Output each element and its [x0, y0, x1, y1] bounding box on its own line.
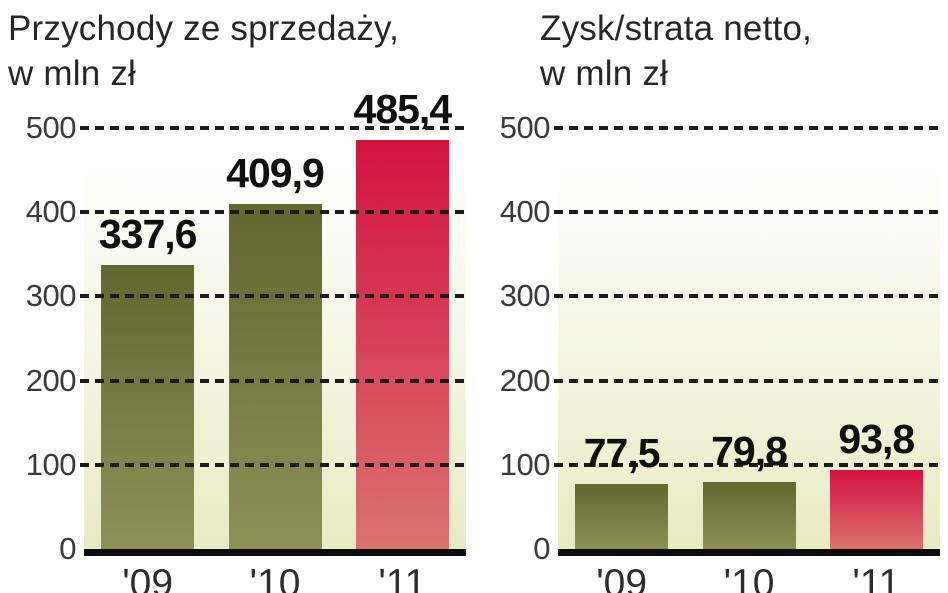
revenue-chart: Przychody ze sprzedaży, w mln zł 0 100 200 3… [8, 6, 466, 593]
bar-11 [829, 470, 923, 549]
gridline-300 [80, 294, 466, 299]
revenue-chart-title-line1: Przychody ze sprzedaży, [8, 9, 400, 48]
net-profit-chart-plot: 0 100 200 300 400 500 77,5 79,8 93,8 '09 '10 '11 [474, 0, 948, 593]
y-tick-label-100: 100 [499, 446, 551, 482]
value-label-09: 337,6 [98, 210, 198, 257]
bar-09 [101, 264, 195, 549]
y-tick-label-500: 500 [25, 110, 77, 145]
bar-11 [355, 140, 449, 549]
net-profit-chart-title-line1: Zysk/strata netto, [540, 9, 813, 48]
x-axis-baseline [84, 549, 466, 556]
gridline-200 [80, 378, 466, 383]
value-label-10: 409,9 [226, 149, 325, 196]
bar-10 [702, 481, 796, 549]
x-tick-label-10: '10 [723, 562, 775, 593]
bar-10 [228, 203, 322, 549]
x-tick-label-11: '11 [378, 562, 427, 593]
gridline-100 [80, 462, 466, 467]
value-label-09: 77,5 [583, 429, 661, 476]
gridline-400 [80, 210, 466, 215]
revenue-chart-plot: 0 100 200 300 400 500 337,6 409,9 485,4 '09 '10 '11 [25, 88, 466, 593]
net-profit-chart-title: Zysk/strata netto, w mln zł [540, 6, 812, 96]
gridline-100 [554, 462, 940, 467]
x-tick-label-09: '09 [596, 562, 648, 593]
y-tick-label-400: 400 [499, 194, 551, 230]
revenue-chart-title: Przychody ze sprzedaży, w mln zł [8, 6, 399, 96]
y-tick-label-500: 500 [499, 110, 551, 145]
net-profit-chart-title-line2: w mln zł [540, 54, 668, 93]
x-tick-label-09: '09 [122, 562, 174, 593]
gridline-200 [554, 378, 940, 383]
y-tick-label-0: 0 [59, 531, 76, 566]
value-label-11: 93,8 [838, 416, 915, 463]
gridline-500 [554, 126, 940, 130]
y-tick-label-300: 300 [25, 278, 77, 314]
y-tick-label-0: 0 [533, 531, 550, 566]
value-label-11: 485,4 [353, 86, 453, 133]
x-tick-label-11: '11 [852, 562, 901, 593]
x-tick-label-10: '10 [249, 562, 301, 593]
value-label-10: 79,8 [711, 427, 788, 474]
y-tick-label-200: 200 [499, 362, 551, 398]
net-profit-chart: Zysk/strata netto, w mln zł 0 100 200 300 400… [474, 0, 948, 593]
gridline-300 [554, 294, 940, 299]
y-tick-label-100: 100 [25, 446, 77, 482]
bar-09 [575, 483, 669, 549]
revenue-chart-title-line2: w mln zł [8, 54, 136, 93]
gridline-500 [80, 126, 466, 130]
x-axis-baseline [558, 549, 940, 556]
gridline-400 [554, 210, 940, 215]
y-tick-label-300: 300 [499, 278, 551, 314]
y-tick-label-400: 400 [25, 194, 77, 230]
y-tick-label-200: 200 [25, 362, 77, 398]
